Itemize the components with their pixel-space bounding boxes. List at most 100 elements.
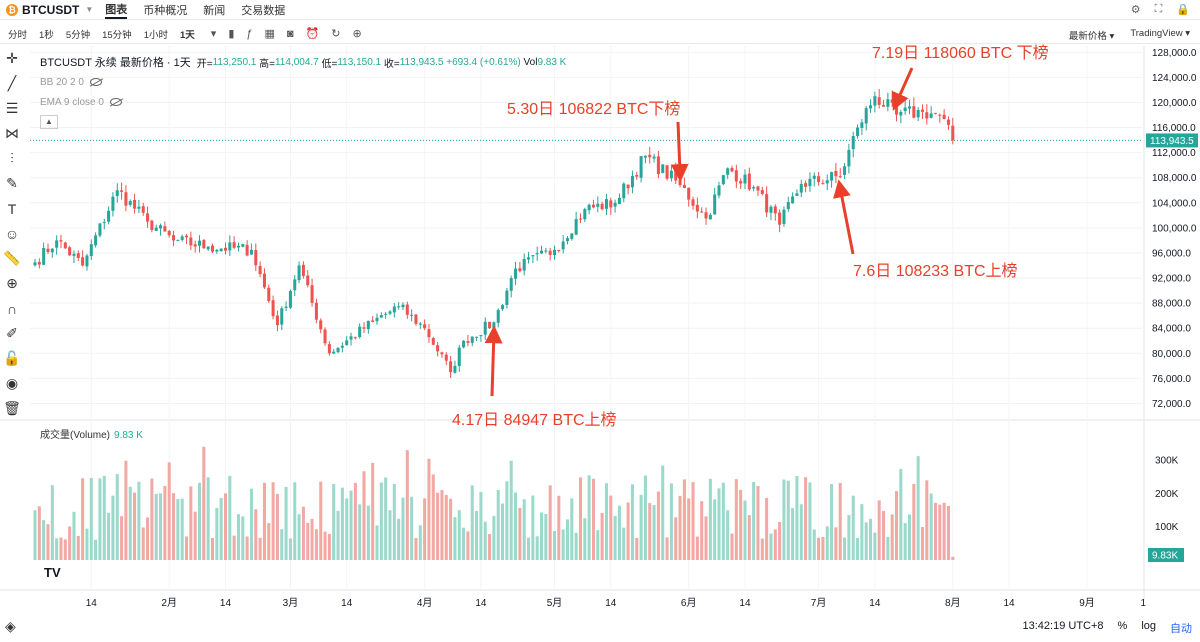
candle-body xyxy=(314,302,318,320)
timeframe-1d[interactable]: 1天 xyxy=(179,29,195,41)
candle-body xyxy=(561,241,565,250)
candle-body xyxy=(782,209,786,224)
candle-type-icon[interactable]: ▮ xyxy=(228,28,235,40)
hide-eye-icon[interactable] xyxy=(109,98,122,106)
time-tick-label: 14 xyxy=(739,598,751,609)
magnet-icon[interactable]: ∩ xyxy=(6,300,18,317)
tab-trading-data[interactable]: 交易数据 xyxy=(241,4,286,17)
settings-icon[interactable]: ⚙ xyxy=(1130,4,1141,16)
time-tick-label: 3月 xyxy=(283,597,299,609)
volume-bar xyxy=(886,536,890,560)
volume-bar xyxy=(743,500,747,560)
pencil-lock-icon[interactable]: ✐ xyxy=(6,325,18,341)
camera-icon[interactable]: ◙ xyxy=(286,27,294,40)
indicators-icon[interactable]: ƒ xyxy=(246,27,253,40)
price-tick-label: 76,000.0 xyxy=(1152,374,1191,385)
volume-bar xyxy=(825,526,829,560)
candle-body xyxy=(708,214,712,220)
volume-bar xyxy=(340,487,344,560)
candle-body xyxy=(470,336,474,343)
price-type-select[interactable]: 最新价格 ▾ xyxy=(1068,31,1115,42)
timeframe-1s[interactable]: 1秒 xyxy=(39,29,54,41)
price-tick-label: 80,000.0 xyxy=(1152,349,1191,360)
volume-bar xyxy=(185,536,189,560)
candle-body xyxy=(799,183,803,193)
alert-icon[interactable]: ⏰ xyxy=(305,28,320,40)
timeframe-line[interactable]: 分时 xyxy=(8,29,28,41)
timeframe-5m[interactable]: 5分钟 xyxy=(65,29,91,41)
tab-coin-overview[interactable]: 币种概况 xyxy=(143,4,188,17)
bb-indicator[interactable]: BB 20 2 0 xyxy=(40,76,84,88)
emoji-icon[interactable]: ☺ xyxy=(4,225,20,242)
fullscreen-icon[interactable]: ⛶ xyxy=(1154,3,1163,15)
zoom-icon[interactable]: ⊕ xyxy=(6,275,18,291)
tab-chart[interactable]: 图表 xyxy=(105,1,128,19)
candle-body xyxy=(812,175,816,179)
layout-icon[interactable]: ▦ xyxy=(264,28,275,40)
volume-bar xyxy=(488,534,492,560)
volume-bar xyxy=(154,493,158,560)
volume-bar xyxy=(851,495,855,560)
candle-body xyxy=(249,249,253,255)
candle-body xyxy=(488,321,492,329)
text-icon[interactable]: T xyxy=(7,200,17,217)
volume-bar xyxy=(163,485,167,560)
tab-news[interactable]: 新闻 xyxy=(203,4,226,17)
symbol-name[interactable]: BTCUSDT xyxy=(22,2,80,17)
candle-body xyxy=(925,112,929,119)
volume-bar xyxy=(535,536,539,560)
candle-body xyxy=(228,242,232,251)
candle-body xyxy=(202,240,206,249)
fib-icon[interactable]: ⫶ xyxy=(10,150,14,166)
volume-bar xyxy=(293,482,297,560)
candle-body xyxy=(336,347,340,353)
eye-icon[interactable]: ◉ xyxy=(5,375,19,391)
volume-bar xyxy=(501,503,505,560)
candle-body xyxy=(366,320,370,330)
hide-eye-icon[interactable] xyxy=(89,78,102,86)
timeframe-1h[interactable]: 1小时 xyxy=(143,29,168,41)
trendline-icon[interactable]: ╱ xyxy=(7,75,17,91)
horizontal-lines-icon[interactable]: ☰ xyxy=(5,100,19,116)
price-tick-label: 116,000.0 xyxy=(1152,123,1196,134)
volume-bar xyxy=(384,477,388,560)
ema-indicator[interactable]: EMA 9 close 0 xyxy=(40,96,104,108)
volume-bar xyxy=(254,509,258,560)
collapse-legend-button[interactable]: ▲ xyxy=(40,115,58,129)
candle-body xyxy=(769,206,773,213)
candle-body xyxy=(358,326,362,338)
brush-icon[interactable]: ✎ xyxy=(6,175,18,191)
replay-icon[interactable]: ↻ xyxy=(331,28,341,40)
layers-icon[interactable]: ◈ xyxy=(5,618,16,634)
candle-body xyxy=(700,211,704,213)
volume-bar xyxy=(46,524,50,560)
crosshair-icon[interactable]: ✛ xyxy=(6,50,18,66)
candle-body xyxy=(241,244,245,247)
pattern-icon[interactable]: ⋈ xyxy=(5,125,19,141)
add-icon[interactable]: ⊕ xyxy=(352,28,362,40)
chart-provider-select[interactable]: TradingView ▾ xyxy=(1130,28,1190,39)
volume-bar xyxy=(730,533,734,560)
timeframe-15m[interactable]: 15分钟 xyxy=(102,29,132,41)
candle-body xyxy=(622,183,626,199)
candle-body xyxy=(834,170,838,177)
lock-icon[interactable]: 🔒 xyxy=(1176,4,1190,16)
lock-drawings-icon[interactable]: 🔓 xyxy=(3,350,21,366)
volume-bar xyxy=(258,537,262,560)
auto-scale-toggle[interactable]: 自动 xyxy=(1170,623,1192,635)
volume-bar xyxy=(578,477,582,560)
trash-icon[interactable]: 🗑 xyxy=(3,400,21,416)
candle-body xyxy=(384,313,388,315)
candle-body xyxy=(159,225,163,229)
candle-body xyxy=(371,320,375,322)
candle-body xyxy=(185,235,189,238)
timeframe-dropdown-icon[interactable]: ▾ xyxy=(210,28,217,40)
candle-body xyxy=(323,329,327,344)
volume-bar xyxy=(951,556,955,560)
percent-toggle[interactable]: % xyxy=(1117,620,1128,632)
log-toggle[interactable]: log xyxy=(1141,620,1156,632)
ruler-icon[interactable]: 📏 xyxy=(3,250,21,266)
candle-body xyxy=(864,108,868,124)
symbol-dropdown-icon[interactable]: ▼ xyxy=(85,5,94,14)
volume-bar xyxy=(609,495,613,560)
